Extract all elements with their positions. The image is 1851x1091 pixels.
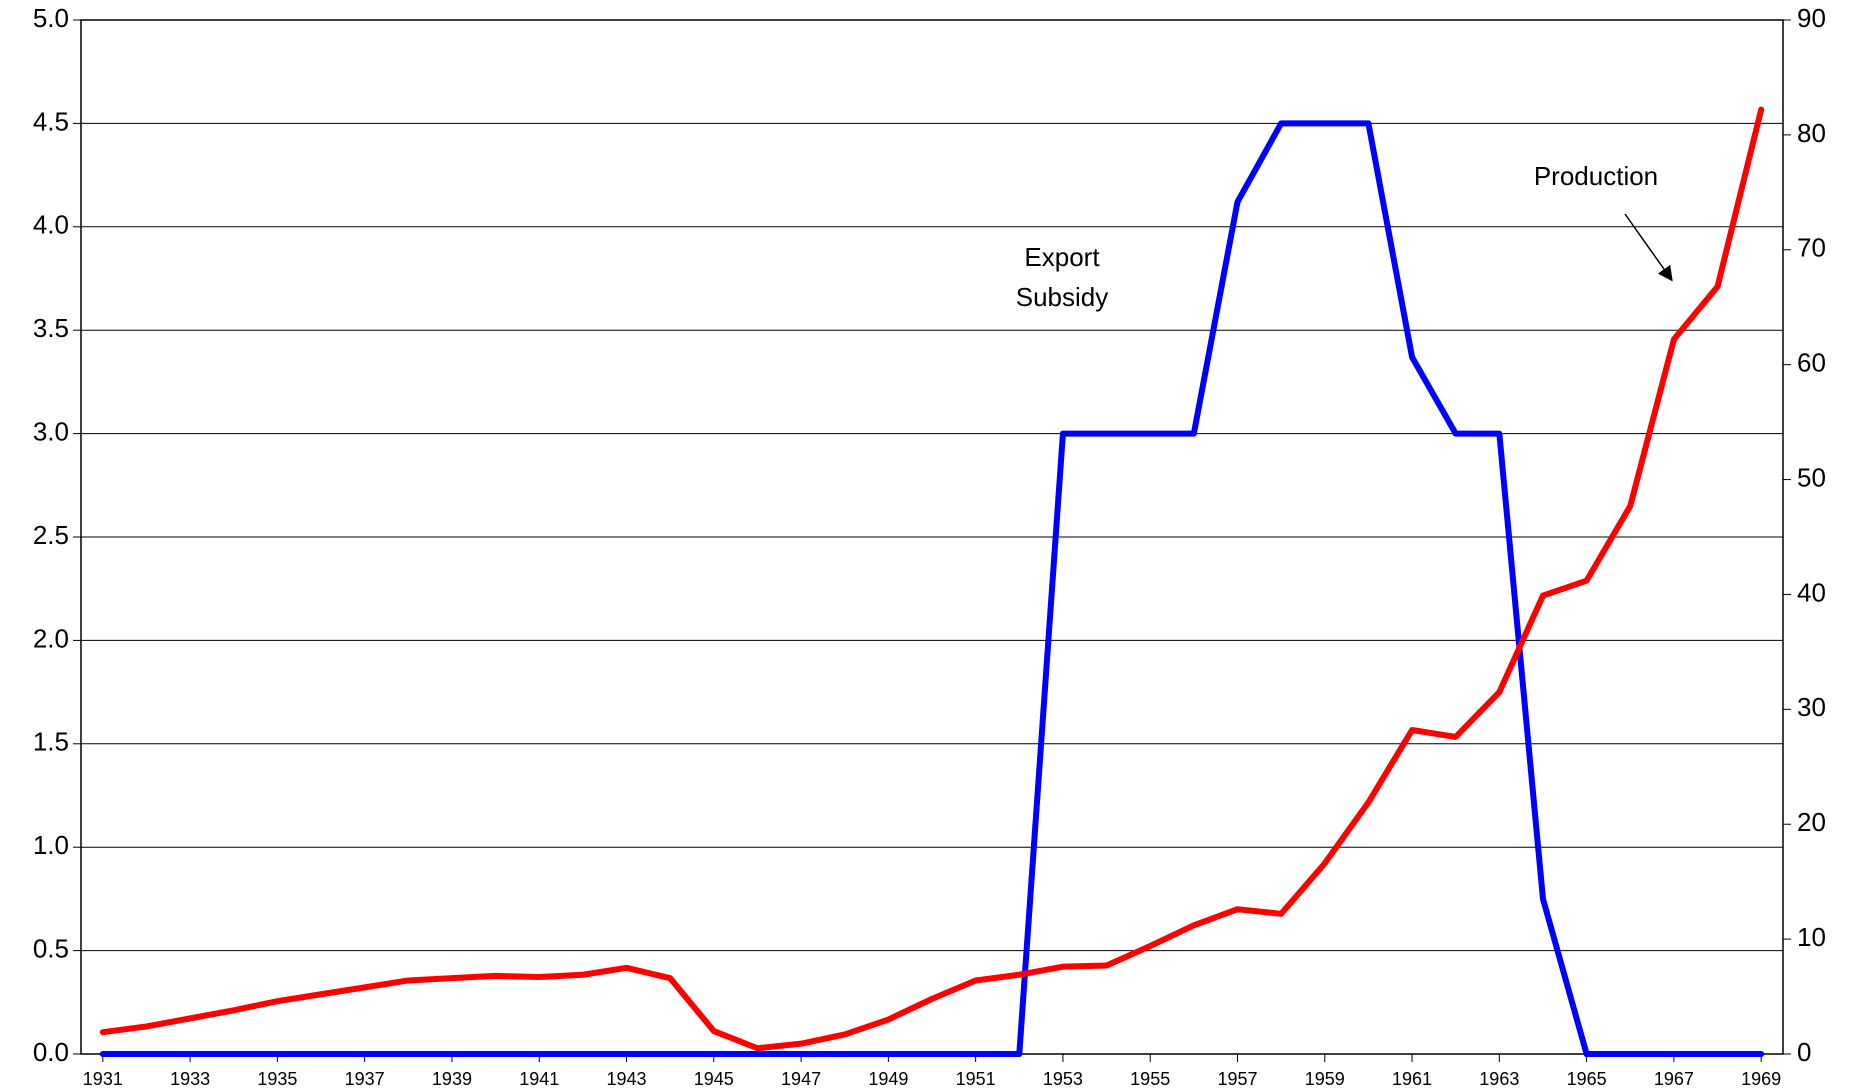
y2-tick-label: 10 xyxy=(1797,922,1826,952)
x-tick-label: 1947 xyxy=(781,1069,821,1089)
annotation-arrow xyxy=(1624,213,1673,282)
y-tick-label: 2.0 xyxy=(33,623,69,653)
x-tick-label: 1963 xyxy=(1479,1069,1519,1089)
series-line xyxy=(99,106,1765,1052)
y-tick-label: 4.5 xyxy=(33,106,69,136)
x-tick-label: 1943 xyxy=(606,1069,646,1089)
y2-tick-label: 50 xyxy=(1797,462,1826,492)
y-tick-label: 5.0 xyxy=(33,3,69,33)
y-tick-label: 3.0 xyxy=(33,416,69,446)
y2-tick-label: 0 xyxy=(1797,1037,1811,1067)
y2-tick-label: 70 xyxy=(1797,233,1826,263)
y2-tick-label: 30 xyxy=(1797,692,1826,722)
x-tick-label: 1945 xyxy=(694,1069,734,1089)
annotation: Export xyxy=(1024,242,1100,272)
y2-tick-label: 60 xyxy=(1797,348,1826,378)
annotation: Production xyxy=(1534,161,1658,191)
y-tick-label: 0.0 xyxy=(33,1037,69,1067)
y-tick-label: 2.5 xyxy=(33,520,69,550)
x-tick-label: 1959 xyxy=(1305,1069,1345,1089)
y2-tick-label: 90 xyxy=(1797,3,1826,33)
x-tick-label: 1955 xyxy=(1130,1069,1170,1089)
x-tick-label: 1965 xyxy=(1567,1069,1607,1089)
x-tick-label: 1951 xyxy=(956,1069,996,1089)
x-tick-label: 1969 xyxy=(1741,1069,1781,1089)
x-tick-label: 1953 xyxy=(1043,1069,1083,1089)
y-tick-label: 3.5 xyxy=(33,313,69,343)
y2-tick-label: 20 xyxy=(1797,807,1826,837)
x-tick-label: 1967 xyxy=(1654,1069,1694,1089)
x-tick-label: 1931 xyxy=(83,1069,123,1089)
x-tick-label: 1949 xyxy=(868,1069,908,1089)
x-tick-label: 1939 xyxy=(432,1069,472,1089)
y2-tick-label: 40 xyxy=(1797,577,1826,607)
series-line xyxy=(99,120,1765,1057)
x-tick-label: 1961 xyxy=(1392,1069,1432,1089)
x-tick-label: 1933 xyxy=(170,1069,210,1089)
annotation: Subsidy xyxy=(1016,282,1109,312)
x-tick-label: 1941 xyxy=(519,1069,559,1089)
y-tick-label: 0.5 xyxy=(33,933,69,963)
y-tick-label: 1.0 xyxy=(33,830,69,860)
y2-tick-label: 80 xyxy=(1797,118,1826,148)
y-tick-label: 4.0 xyxy=(33,210,69,240)
x-tick-label: 1957 xyxy=(1217,1069,1257,1089)
x-tick-label: 1935 xyxy=(257,1069,297,1089)
x-tick-label: 1937 xyxy=(345,1069,385,1089)
y-tick-label: 1.5 xyxy=(33,727,69,757)
